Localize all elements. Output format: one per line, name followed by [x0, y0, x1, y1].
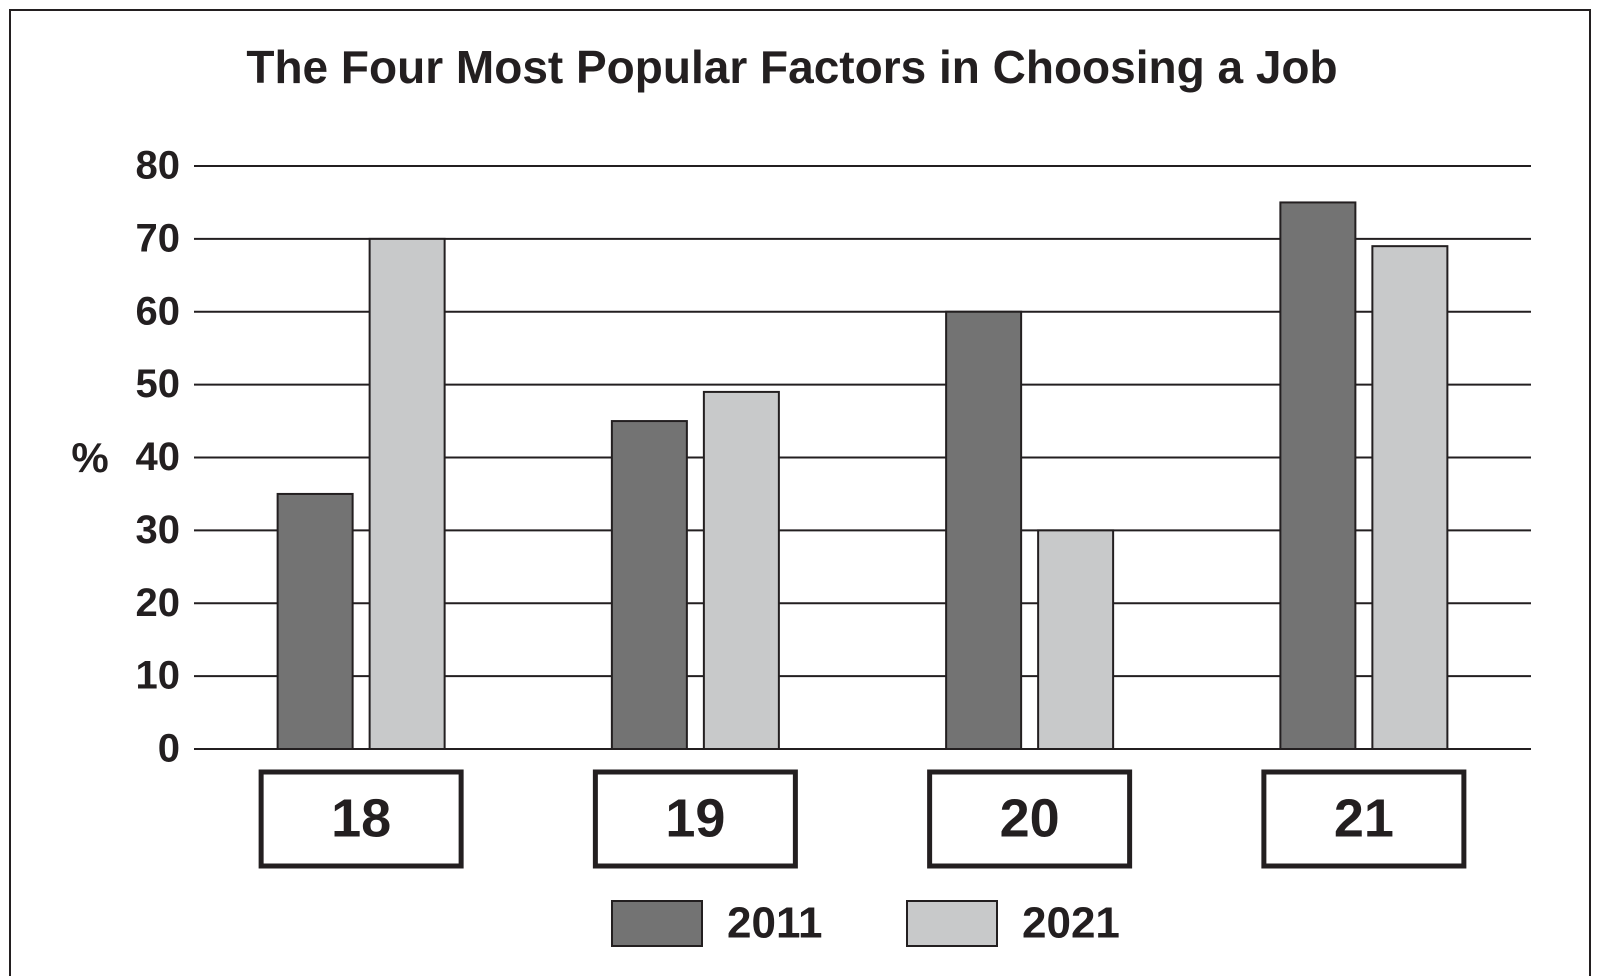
x-tick-label: 21 — [1334, 788, 1394, 848]
x-tick-label: 19 — [665, 788, 725, 848]
bar — [702, 390, 780, 750]
legend-swatch — [611, 900, 703, 947]
chart-title: The Four Most Popular Factors in Choosin… — [246, 41, 1337, 93]
category-box — [258, 769, 464, 869]
y-tick-label: 10 — [136, 654, 181, 698]
bar — [368, 237, 446, 750]
y-tick-label: 60 — [136, 289, 181, 333]
category-box — [927, 769, 1133, 869]
x-tick-label: 18 — [331, 788, 391, 848]
bar — [1279, 201, 1357, 750]
x-tick-label: 20 — [1000, 788, 1060, 848]
y-tick-label: 30 — [136, 508, 181, 552]
bar — [1371, 245, 1449, 750]
legend-swatch — [906, 900, 998, 947]
y-tick-label: 20 — [136, 581, 181, 625]
category-box — [592, 769, 798, 869]
bar — [610, 420, 688, 750]
y-axis-label: % — [71, 434, 108, 481]
bar — [945, 310, 1023, 750]
y-tick-label: 80 — [136, 144, 181, 188]
legend-label: 2021 — [1022, 899, 1120, 948]
legend-label: 2011 — [727, 899, 822, 948]
y-tick-label: 50 — [136, 362, 181, 406]
bar — [276, 492, 354, 750]
bar — [1037, 529, 1115, 750]
y-tick-label: 0 — [158, 727, 180, 771]
frame — [9, 9, 1591, 976]
y-tick-label: 40 — [136, 435, 181, 479]
y-tick-label: 70 — [136, 216, 181, 260]
category-box — [1261, 769, 1467, 869]
